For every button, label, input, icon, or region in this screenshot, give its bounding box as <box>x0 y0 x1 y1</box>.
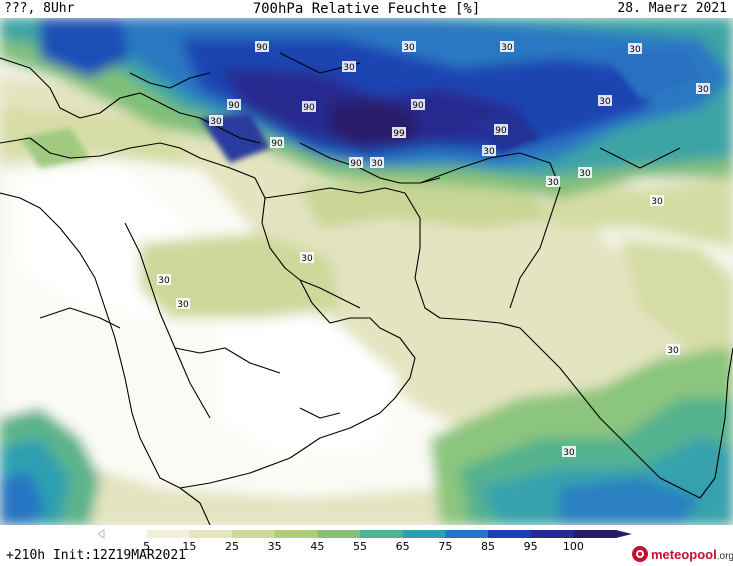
colorbar <box>98 529 632 539</box>
humidity-shading <box>0 18 733 525</box>
contour-labels: 90 90 90 90 90 90 90 99 30 30 30 30 30 3… <box>157 41 710 458</box>
humidity-field-map: 90 90 90 90 90 90 90 99 30 30 30 30 30 3… <box>0 18 733 525</box>
colorbar-tick-label: 55 <box>353 540 367 553</box>
contour-label: 30 <box>696 83 710 95</box>
contour-label: 90 <box>270 137 284 149</box>
svg-text:99: 99 <box>393 129 405 139</box>
colorbar-swatch <box>274 530 318 538</box>
svg-text:90: 90 <box>271 139 283 149</box>
contour-label: 30 <box>546 176 560 188</box>
contour-label: 30 <box>157 274 171 286</box>
colorbar-tick-label: 75 <box>438 540 453 553</box>
svg-text:90: 90 <box>412 101 424 111</box>
colorbar-swatch <box>189 530 233 538</box>
colorbar-swatch <box>232 530 276 538</box>
svg-text:30: 30 <box>301 254 313 264</box>
contour-label: 90 <box>494 124 508 136</box>
svg-text:90: 90 <box>256 43 268 53</box>
svg-text:30: 30 <box>651 197 663 207</box>
colorbar-swatch <box>104 530 148 538</box>
colorbar-swatch <box>402 530 446 538</box>
colorbar-tick-label: 85 <box>481 540 495 553</box>
colorbar-swatch <box>445 530 489 538</box>
contour-label: 90 <box>411 99 425 111</box>
meteopool-logo-icon <box>632 546 648 562</box>
svg-text:30: 30 <box>158 276 170 286</box>
coastlines <box>0 52 733 525</box>
colorbar-arrow-right <box>616 530 632 538</box>
colorbar-tick-label: 65 <box>395 540 410 553</box>
contour-label: 90 <box>302 101 316 113</box>
colorbar-tick-label: 100 <box>562 540 584 553</box>
svg-text:30: 30 <box>177 300 189 310</box>
contour-label: 30 <box>482 145 496 157</box>
contour-label: 99 <box>392 127 406 139</box>
svg-text:30: 30 <box>697 85 709 95</box>
colorbar-swatch <box>360 530 404 538</box>
svg-text:30: 30 <box>667 346 679 356</box>
svg-text:90: 90 <box>228 101 240 111</box>
colorbar-tick-label: 25 <box>225 540 239 553</box>
init-time-label: +210h Init:12Z19MAR2021 <box>6 548 187 563</box>
svg-text:30: 30 <box>629 45 641 55</box>
colorbar-swatch <box>488 530 532 538</box>
weather-map: 90 90 90 90 90 90 90 99 30 30 30 30 30 3… <box>0 18 733 525</box>
header-bar: ???, 8Uhr 700hPa Relative Feuchte [%] 28… <box>0 0 733 22</box>
svg-text:30: 30 <box>210 117 222 127</box>
svg-text:30: 30 <box>563 448 575 458</box>
svg-text:30: 30 <box>547 178 559 188</box>
svg-text:30: 30 <box>483 147 495 157</box>
colorbar-arrow-left <box>98 529 105 539</box>
contour-label: 30 <box>578 167 592 179</box>
svg-text:30: 30 <box>501 43 513 53</box>
contour-label: 30 <box>342 61 356 73</box>
contour-label: 30 <box>562 446 576 458</box>
colorbar-tick-label: 45 <box>310 540 325 553</box>
contour-label: 90 <box>349 157 363 169</box>
colorbar-tick-label: 15 <box>182 540 197 553</box>
svg-text:90: 90 <box>495 126 507 136</box>
contour-label: 30 <box>209 115 223 127</box>
svg-text:30: 30 <box>343 63 355 73</box>
colorbar-tick-label: 35 <box>267 540 282 553</box>
colorbar-swatch <box>573 530 617 538</box>
contour-label: 30 <box>370 157 384 169</box>
svg-text:30: 30 <box>579 169 591 179</box>
valid-time-label: ???, 8Uhr <box>4 1 75 16</box>
contour-label: 30 <box>300 252 314 264</box>
contour-label: 90 <box>227 99 241 111</box>
svg-text:30: 30 <box>371 159 383 169</box>
colorbar-swatch <box>146 530 190 538</box>
svg-text:30: 30 <box>599 97 611 107</box>
colorbar-swatch <box>317 530 361 538</box>
contour-label: 90 <box>255 41 269 53</box>
map-title: 700hPa Relative Feuchte [%] <box>252 1 481 17</box>
colorbar-swatch <box>530 530 574 538</box>
contour-label: 30 <box>598 95 612 107</box>
colorbar-tick-label: 5 <box>143 540 151 553</box>
logo-name: meteopool <box>651 546 717 562</box>
logo-domain: .org <box>716 550 733 562</box>
footer-bar: 5 15 25 35 45 55 65 75 85 95 100 +210h Init:12Z19M… <box>0 525 733 566</box>
contour-label: 30 <box>402 41 416 53</box>
colorbar-tick-label: 95 <box>523 540 538 553</box>
meteopool-logo[interactable]: meteopool.org <box>632 545 733 563</box>
svg-text:90: 90 <box>303 103 315 113</box>
svg-text:30: 30 <box>403 43 415 53</box>
contour-label: 30 <box>650 195 664 207</box>
valid-date-label: 28. Maerz 2021 <box>617 1 727 16</box>
contour-label: 30 <box>176 298 190 310</box>
contour-label: 30 <box>628 43 642 55</box>
contour-label: 30 <box>500 41 514 53</box>
svg-text:90: 90 <box>350 159 362 169</box>
contour-label: 30 <box>666 344 680 356</box>
